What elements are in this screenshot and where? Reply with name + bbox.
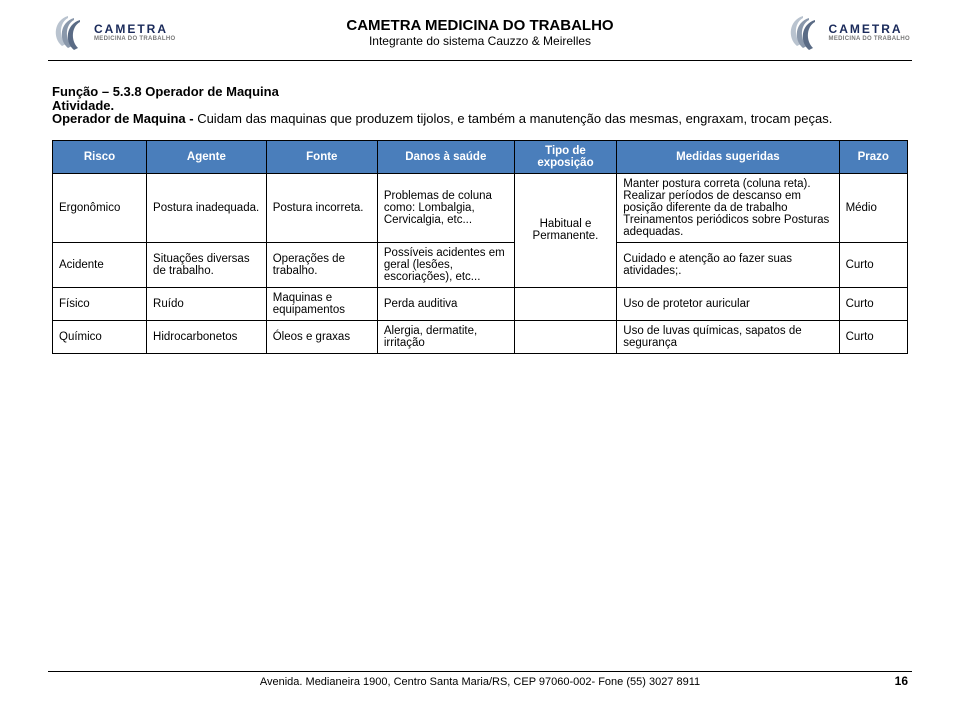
col-danos: Danos à saúde [377, 140, 514, 173]
cell-danos: Perda auditiva [377, 287, 514, 320]
table-header-row: Risco Agente Fonte Danos à saúde Tipo de… [53, 140, 908, 173]
cell-prazo: Médio [839, 173, 907, 242]
col-medidas: Medidas sugeridas [617, 140, 839, 173]
cell-exposicao [514, 287, 617, 320]
body-text: Função – 5.3.8 Operador de Maquina Ativi… [0, 61, 960, 128]
col-risco: Risco [53, 140, 147, 173]
page-number: 16 [895, 674, 908, 688]
logo-mark-icon [50, 12, 90, 52]
cell-prazo: Curto [839, 287, 907, 320]
table-row: Acidente Situações diversas de trabalho.… [53, 242, 908, 287]
cell-agente: Situações diversas de trabalho. [147, 242, 267, 287]
role-desc: Cuidam das maquinas que produzem tijolos… [197, 111, 832, 126]
logo-left: CAMETRA MEDICINA DO TRABALHO [50, 12, 175, 52]
cell-prazo: Curto [839, 242, 907, 287]
cell-danos: Possíveis acidentes em geral (lesões, es… [377, 242, 514, 287]
cell-fonte: Maquinas e equipamentos [266, 287, 377, 320]
header-title: CAMETRA MEDICINA DO TRABALHO [175, 17, 784, 34]
logo-brand: CAMETRA [829, 22, 910, 36]
table-row: Ergonômico Postura inadequada. Postura i… [53, 173, 908, 242]
cell-agente: Postura inadequada. [147, 173, 267, 242]
cell-risco: Ergonômico [53, 173, 147, 242]
cell-medidas: Uso de protetor auricular [617, 287, 839, 320]
cell-fonte: Óleos e graxas [266, 320, 377, 353]
funcao-value: 5.3.8 Operador de Maquina [113, 84, 279, 99]
logo-tag: MEDICINA DO TRABALHO [829, 36, 910, 42]
logo-text: CAMETRA MEDICINA DO TRABALHO [829, 22, 910, 42]
risk-table-wrap: Risco Agente Fonte Danos à saúde Tipo de… [0, 124, 960, 354]
logo-mark-icon [785, 12, 825, 52]
header-title-block: CAMETRA MEDICINA DO TRABALHO Integrante … [175, 17, 784, 48]
cell-agente: Hidrocarbonetos [147, 320, 267, 353]
logo-right: CAMETRA MEDICINA DO TRABALHO [785, 12, 910, 52]
cell-medidas: Uso de luvas químicas, sapatos de segura… [617, 320, 839, 353]
cell-exposicao [514, 320, 617, 353]
logo-tag: MEDICINA DO TRABALHO [94, 36, 175, 42]
cell-prazo: Curto [839, 320, 907, 353]
cell-exposicao-merged: Habitual e Permanente. [514, 173, 617, 287]
table-row: Químico Hidrocarbonetos Óleos e graxas A… [53, 320, 908, 353]
cell-medidas: Cuidado e atenção ao fazer suas atividad… [617, 242, 839, 287]
cell-danos: Problemas de coluna como: Lombalgia, Cer… [377, 173, 514, 242]
cell-fonte: Operações de trabalho. [266, 242, 377, 287]
page-footer: Avenida. Medianeira 1900, Centro Santa M… [0, 671, 960, 688]
page-header: CAMETRA MEDICINA DO TRABALHO CAMETRA MED… [0, 0, 960, 58]
footer-text: Avenida. Medianeira 1900, Centro Santa M… [260, 676, 700, 688]
col-fonte: Fonte [266, 140, 377, 173]
cell-risco: Físico [53, 287, 147, 320]
cell-danos: Alergia, dermatite, irritação [377, 320, 514, 353]
role-label: Operador de Maquina - [52, 111, 197, 126]
cell-fonte: Postura incorreta. [266, 173, 377, 242]
logo-brand: CAMETRA [94, 22, 175, 36]
footer-divider [48, 671, 912, 672]
cell-agente: Ruído [147, 287, 267, 320]
col-exposicao: Tipo de exposição [514, 140, 617, 173]
cell-medidas: Manter postura correta (coluna reta). Re… [617, 173, 839, 242]
cell-risco: Acidente [53, 242, 147, 287]
col-prazo: Prazo [839, 140, 907, 173]
cell-risco: Químico [53, 320, 147, 353]
col-agente: Agente [147, 140, 267, 173]
header-subtitle: Integrante do sistema Cauzzo & Meirelles [175, 34, 784, 48]
role-line: Operador de Maquina - Cuidam das maquina… [52, 110, 908, 128]
logo-text: CAMETRA MEDICINA DO TRABALHO [94, 22, 175, 42]
table-row: Físico Ruído Maquinas e equipamentos Per… [53, 287, 908, 320]
risk-table: Risco Agente Fonte Danos à saúde Tipo de… [52, 140, 908, 354]
